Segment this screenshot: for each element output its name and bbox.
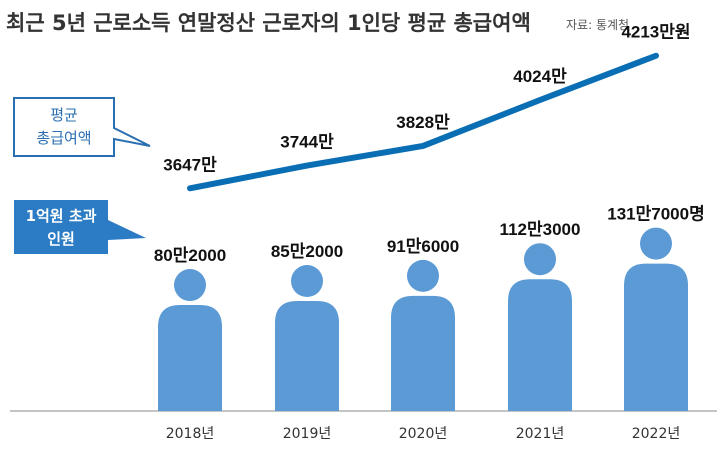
chart-title: 최근 5년 근로소득 연말정산 근로자의 1인당 평균 총급여액 — [6, 11, 531, 35]
bar-value-label-1: 85만2000 — [271, 242, 343, 261]
line-value-label-3: 4024만 — [513, 67, 567, 86]
salary-callout-line1: 평균 — [50, 106, 78, 124]
x-tick-label-0: 2018년 — [166, 426, 215, 442]
bar-value-label-0: 80만2000 — [154, 246, 226, 265]
salary-line — [187, 52, 659, 192]
earners-callout: 1억원 초과 인원 — [14, 200, 146, 254]
bar-value-label-2: 91만6000 — [387, 237, 459, 256]
bar-value-label-4: 131만7000명 — [607, 205, 704, 224]
salary-callout: 평균 총급여액 — [13, 97, 151, 157]
line-value-label-1: 3744만 — [280, 133, 334, 152]
earners-callout-box — [14, 200, 146, 254]
bar-body-0 — [158, 305, 222, 411]
bar-head-1 — [291, 265, 323, 298]
chart-marks: 80만2000 2018년 85만2000 2019년 91만6000 2020년 112만… — [154, 23, 705, 442]
bar-body-3 — [508, 279, 572, 411]
bar-body-2 — [391, 295, 455, 411]
bar-body-4 — [624, 263, 688, 411]
x-tick-label-4: 2022년 — [632, 426, 681, 442]
line-value-label-0: 3647만 — [163, 155, 217, 174]
earners-callout-line1: 1억원 초과 — [26, 207, 97, 225]
x-tick-label-1: 2019년 — [283, 426, 332, 442]
bar-body-1 — [275, 301, 339, 411]
earners-callout-line2: 인원 — [47, 230, 75, 248]
line-value-label-2: 3828만 — [396, 113, 450, 132]
bar-head-2 — [407, 259, 439, 292]
x-tick-label-3: 2021년 — [516, 426, 565, 442]
line-value-label-4: 4213만원 — [621, 23, 690, 42]
source-note: 자료: 통계청 — [566, 18, 629, 32]
x-tick-label-2: 2020년 — [399, 426, 448, 442]
bar-head-3 — [524, 243, 556, 276]
bar-value-label-3: 112만3000 — [500, 220, 581, 239]
bar-head-4 — [640, 227, 672, 260]
salary-callout-box — [13, 97, 151, 157]
salary-callout-line2: 총급여액 — [36, 129, 91, 147]
bar-head-0 — [174, 269, 206, 302]
